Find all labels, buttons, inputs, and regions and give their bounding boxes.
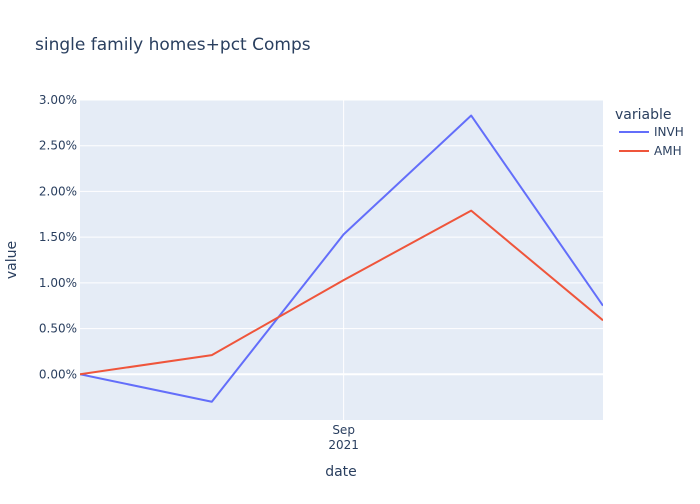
y-tick-label: 1.50%	[39, 230, 77, 244]
x-tick-label-year: 2021	[328, 438, 359, 452]
legend-title: variable	[615, 107, 671, 123]
data-point-amh[interactable]	[468, 208, 474, 214]
data-point-amh[interactable]	[77, 371, 83, 377]
data-point-amh[interactable]	[209, 352, 215, 358]
data-point-invh[interactable]	[209, 399, 215, 405]
legend[interactable]: variable INVH AMH	[615, 107, 684, 158]
chart-title: single family homes+pct Comps	[35, 35, 311, 55]
series-line-invh[interactable]	[80, 114, 603, 403]
series-line-amh[interactable]	[80, 209, 603, 376]
y-tick-label: 3.00%	[39, 93, 77, 107]
y-tick-label: 0.00%	[39, 367, 77, 381]
data-point-invh[interactable]	[600, 303, 606, 309]
y-tick-label: 2.00%	[39, 184, 77, 198]
y-axis-title: value	[4, 241, 20, 279]
x-tick-label-month: Sep	[332, 423, 355, 437]
plot-background	[80, 100, 603, 420]
y-tick-label: 0.50%	[39, 322, 77, 336]
plot-area: 0.00% 0.50% 1.00% 1.50% 2.00% 2.50% 3.00% Sep20…	[39, 93, 606, 452]
legend-item-amh[interactable]: AMH	[619, 144, 682, 158]
data-point-amh[interactable]	[600, 317, 606, 323]
data-point-invh[interactable]	[341, 231, 347, 237]
y-tick-label: 2.50%	[39, 139, 77, 153]
legend-label: INVH	[654, 125, 684, 139]
data-point-invh[interactable]	[468, 113, 474, 119]
y-tick-label: 1.00%	[39, 276, 77, 290]
legend-label: AMH	[654, 144, 682, 158]
data-point-amh[interactable]	[341, 277, 347, 283]
legend-item-invh[interactable]: INVH	[619, 125, 684, 139]
x-axis-title: date	[325, 464, 357, 480]
